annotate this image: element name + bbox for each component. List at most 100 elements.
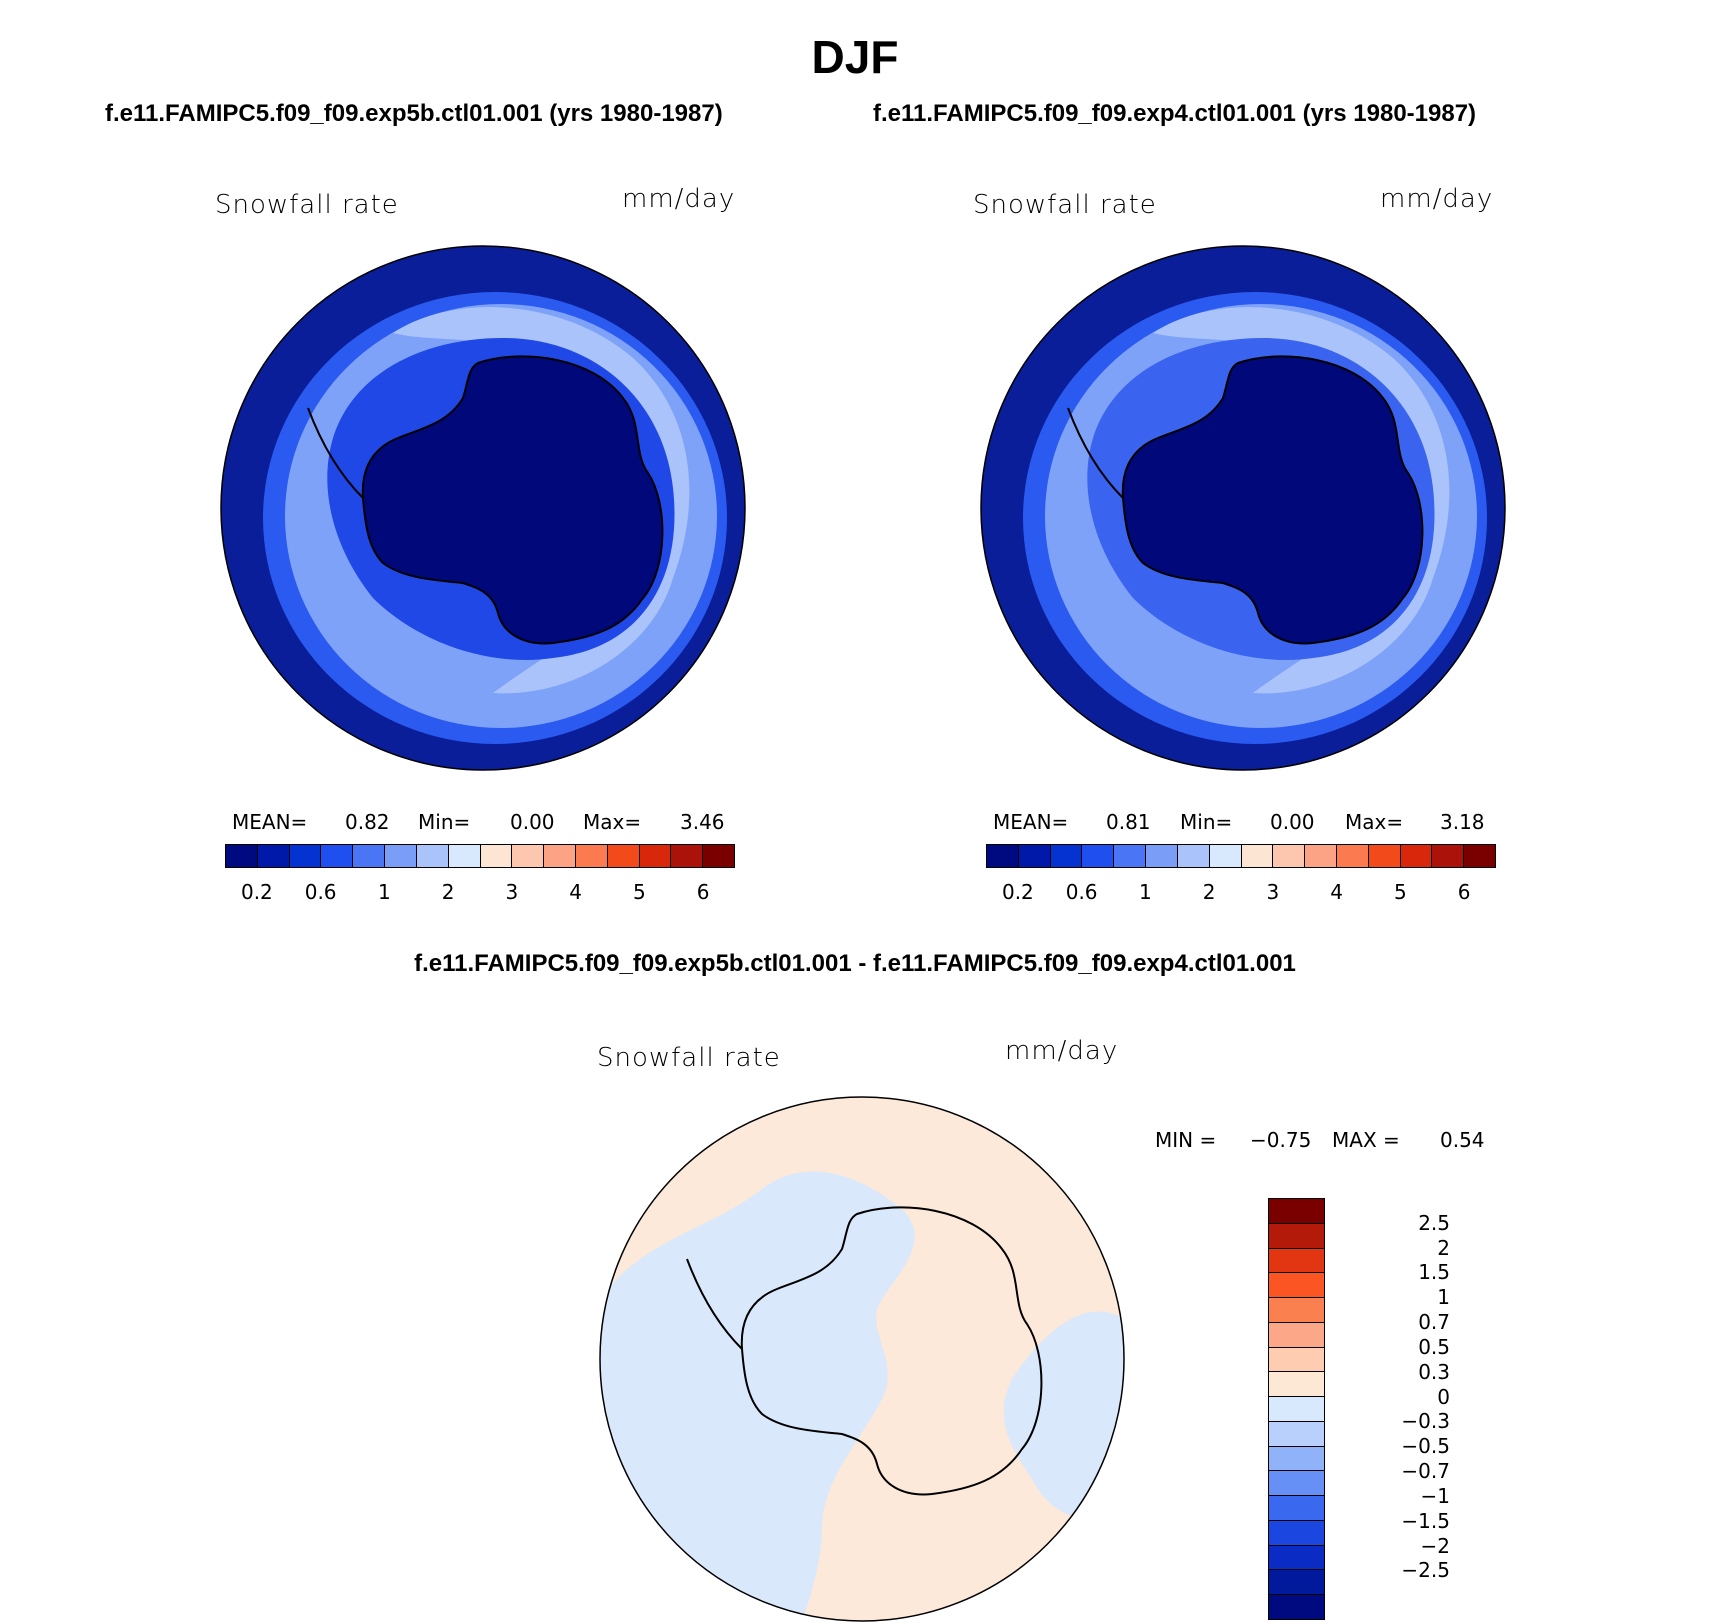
panel1-colorbar-tick-label: 3: [505, 880, 519, 904]
panel1-colorbar-cell: [544, 845, 576, 867]
panel1-colorbar-cell: [226, 845, 258, 867]
panel1-colorbar-cell: [257, 845, 290, 867]
panel2-colorbar-cell: [1305, 845, 1337, 867]
diff-colorbar-tick-label: −2: [1420, 1533, 1450, 1558]
panel1-stats: MEAN= 0.82 Min= 0.00 Max= 3.46: [0, 810, 1710, 836]
panel2-colorbar-tick-label: 0.2: [1001, 880, 1034, 904]
panel1-colorbar-tick-label: 4: [569, 880, 582, 904]
panel1-colorbar-tick-label: 1: [378, 880, 391, 904]
diff-colorbar-cell: [1269, 1248, 1324, 1274]
diff-colorbar-tick-label: 0.5: [1418, 1334, 1450, 1359]
diff-colorbar-cell: [1269, 1496, 1324, 1521]
diff-colorbar-tick-label: −2.5: [1401, 1558, 1450, 1583]
panel2-colorbar-cell: [1241, 845, 1274, 867]
panel2-colorbar-cell: [1336, 845, 1369, 867]
panel1-colorbar-tick-label: 5: [633, 880, 646, 904]
panel1-colorbar-ticks: 0.2 0.6 1 2 3 4 5 6: [225, 880, 735, 906]
diff-units-label: mm/day: [1005, 1036, 1119, 1066]
diff-colorbar-tick-label: 1: [1437, 1285, 1450, 1310]
panel2-colorbar-cell: [1018, 845, 1051, 867]
diff-colorbar-cell: [1269, 1520, 1324, 1546]
diff-stats: MIN = −0.75 MAX = 0.54: [0, 1128, 1710, 1154]
panel2-colorbar-cell: [1050, 845, 1083, 867]
diff-colorbar-cell: [1269, 1223, 1324, 1249]
diff-negative-field-east: [1003, 1311, 1124, 1519]
diff-colorbar-cell: [1269, 1570, 1324, 1596]
panel1-colorbar-cell: [416, 845, 449, 867]
diff-colorbar-cell: [1269, 1471, 1324, 1497]
panel2-colorbar-cell: [1273, 845, 1306, 867]
panel1-colorbar-tick-label: 2: [441, 880, 455, 904]
diff-antarctica-coastline: [740, 1206, 1043, 1496]
season-title: DJF: [811, 31, 899, 83]
panel2-min-label: Min=: [1180, 810, 1233, 834]
case2-title: f.e11.FAMIPC5.f09_f09.exp4.ctl01.001 (yr…: [873, 100, 1477, 127]
panel2-map-border: [980, 245, 1506, 771]
panel1-colorbar-tick-label: 6: [696, 880, 710, 904]
diff-colorbar-tick-label: 0.7: [1418, 1310, 1450, 1335]
panel2-peninsula-coast: [1067, 407, 1124, 499]
diff-colorbar-cell: [1269, 1421, 1324, 1447]
panel2-antarctica: [1121, 355, 1424, 645]
panel1-colorbar-cell: [385, 845, 417, 867]
panel1-colorbar-cell: [512, 845, 545, 867]
panel1-units-label: mm/day: [622, 184, 736, 214]
diff-colorbar-tick-label: −1: [1420, 1483, 1450, 1508]
panel1-variable-label: Snowfall rate: [215, 190, 399, 220]
panel2-colorbar-tick-label: 1: [1139, 880, 1152, 904]
panel2-stats: MEAN= 0.81 Min= 0.00 Max= 3.18: [0, 810, 1710, 836]
diff-colorbar-tick-label: −0.3: [1401, 1409, 1450, 1434]
panel2-mean-value: 0.81: [1106, 810, 1151, 834]
diff-colorbar-cell: [1269, 1397, 1324, 1422]
diff-polar-map: [599, 1096, 1125, 1622]
panel2-max-value: 3.18: [1440, 810, 1485, 834]
panel1-colorbar-cell: [703, 845, 734, 867]
diff-colorbar-cell: [1269, 1446, 1324, 1472]
panel1-colorbar-cell: [480, 845, 513, 867]
diff-colorbar: [1268, 1198, 1325, 1620]
panel2-colorbar-cell: [1368, 845, 1401, 867]
panel2-colorbar-cell: [1114, 845, 1147, 867]
panel1-colorbar: [225, 844, 735, 868]
panel2-colorbar-cell: [1177, 845, 1210, 867]
panel2-mean-label: MEAN=: [993, 810, 1069, 834]
diff-colorbar-tick-label: −0.5: [1401, 1434, 1450, 1459]
panel1-mean-value: 0.82: [345, 810, 390, 834]
panel2-colorbar-tick-label: 6: [1457, 880, 1471, 904]
panel2-colorbar-cell: [1432, 845, 1465, 867]
panel2-units-label: mm/day: [1380, 184, 1494, 214]
diff-colorbar-cell: [1269, 1273, 1324, 1299]
panel1-polar-map: [220, 245, 746, 771]
panel2-colorbar-tick-label: 2: [1202, 880, 1216, 904]
diff-colorbar-tick-label: 0: [1437, 1384, 1450, 1409]
panel2-colorbar-ticks: 0.2 0.6 1 2 3 4 5 6: [986, 880, 1496, 906]
diff-colorbar-tick-label: 0.3: [1418, 1359, 1450, 1384]
diff-min-label: MIN =: [1155, 1128, 1217, 1152]
panel2-colorbar-cell: [1146, 845, 1178, 867]
diff-peninsula-coast: [686, 1258, 743, 1350]
panel1-colorbar-cell: [575, 845, 608, 867]
panel1-colorbar-tick-label: 0.6: [304, 880, 337, 904]
panel1-colorbar-cell: [321, 845, 354, 867]
panel2-colorbar: [986, 844, 1496, 868]
panel1-colorbar-cell: [671, 845, 704, 867]
panel2-colorbar-tick-label: 3: [1266, 880, 1280, 904]
diff-negative-field-west: [600, 1171, 915, 1621]
panel1-colorbar-cell: [639, 845, 672, 867]
panel1-mean-label: MEAN=: [232, 810, 308, 834]
panel2-colorbar-cell: [1464, 845, 1495, 867]
diff-colorbar-tick-label: 2.5: [1418, 1210, 1450, 1235]
panel1-map-border: [220, 245, 746, 771]
diff-colorbar-tick-label: 2: [1437, 1235, 1450, 1260]
panel1-colorbar-tick-label: 0.2: [240, 880, 273, 904]
difference-title: f.e11.FAMIPC5.f09_f09.exp5b.ctl01.001 - …: [414, 950, 1296, 977]
panel2-colorbar-tick-label: 5: [1394, 880, 1407, 904]
panel2-colorbar-tick-label: 0.6: [1065, 880, 1098, 904]
panel2-max-value-label: Max=: [1345, 810, 1404, 834]
panel1-colorbar-cell: [607, 845, 640, 867]
diff-colorbar-cell: [1269, 1347, 1324, 1373]
diff-max-value: 0.54: [1440, 1128, 1485, 1152]
panel1-colorbar-cell: [353, 845, 386, 867]
panel1-colorbar-cell: [448, 845, 481, 867]
diff-colorbar-cell: [1269, 1545, 1324, 1571]
